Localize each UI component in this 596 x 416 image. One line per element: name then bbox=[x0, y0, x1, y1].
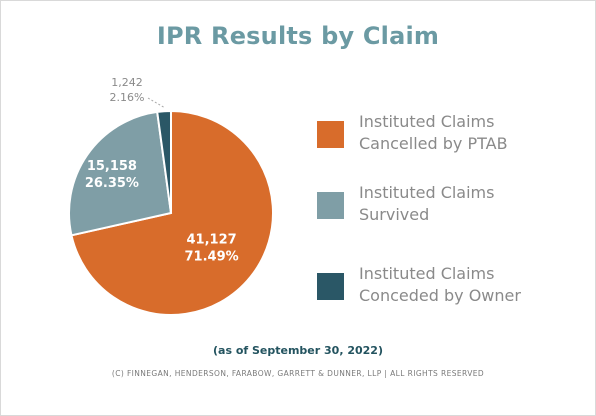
data-label-percent-cancelled: 71.49% bbox=[185, 250, 239, 265]
data-label-value-cancelled: 41,127 bbox=[187, 233, 237, 248]
pie-slice-survived bbox=[68, 110, 173, 237]
copyright-notice: (C) FINNEGAN, HENDERSON, FARABOW, GARRET… bbox=[111, 369, 485, 378]
legend-swatch-survived bbox=[317, 192, 344, 219]
pie-slice-cancelled bbox=[70, 109, 274, 316]
data-label-percent-survived: 26.35% bbox=[85, 176, 139, 191]
leader-line-conceded bbox=[147, 97, 165, 108]
legend-label-cancelled: Instituted Claims Cancelled by PTAB bbox=[359, 112, 508, 153]
pie-slice-conceded bbox=[156, 109, 172, 214]
data-label-value-conceded: 1,242 bbox=[111, 76, 143, 89]
data-label-value-survived: 15,158 bbox=[87, 159, 137, 174]
as-of-date: (as of September 30, 2022) bbox=[213, 344, 383, 357]
legend-label-survived: Instituted Claims Survived bbox=[359, 183, 495, 224]
legend-swatch-cancelled bbox=[317, 121, 344, 148]
legend-label-conceded: Instituted Claims Conceded by Owner bbox=[359, 264, 521, 305]
legend-swatch-conceded bbox=[317, 273, 344, 300]
chart-title: IPR Results by Claim bbox=[156, 22, 440, 50]
data-label-percent-conceded: 2.16% bbox=[110, 91, 145, 104]
